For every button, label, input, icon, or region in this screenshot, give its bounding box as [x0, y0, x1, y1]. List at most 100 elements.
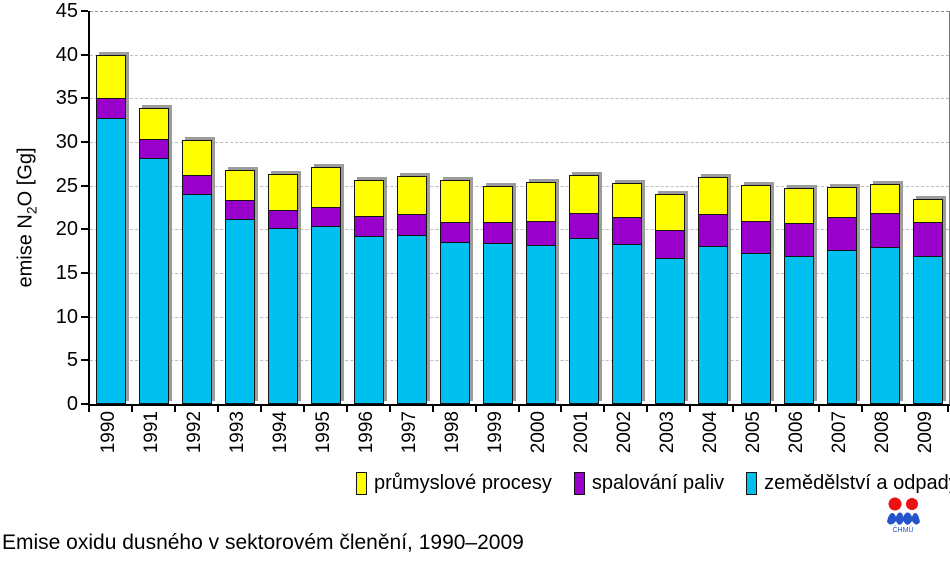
gridline-35 — [90, 98, 949, 99]
legend-swatch-1 — [356, 472, 367, 495]
bar-segment-1991-1 — [140, 158, 168, 403]
x-tick-19 — [904, 406, 906, 412]
gridline-40 — [90, 55, 949, 56]
bar-2007 — [827, 187, 857, 404]
y-tick-5 — [81, 359, 88, 361]
gridline-15 — [90, 273, 949, 274]
bar-segment-1990-1 — [97, 117, 125, 403]
bar-segment-1993-1 — [226, 219, 254, 403]
x-axis-label-1992: 1992 — [184, 411, 205, 454]
y-tick-label-0: 0 — [66, 393, 78, 415]
x-axis-label-1999: 1999 — [485, 411, 506, 454]
legend-label-2: spalování paliv — [591, 472, 725, 494]
y-tick-label-30: 30 — [55, 131, 78, 153]
legend: průmyslové procesy spalování paliv zeměděl… — [356, 472, 950, 495]
bar-2000 — [526, 182, 556, 404]
logo-red-dot-right — [906, 498, 918, 510]
x-tick-15 — [732, 406, 734, 412]
bar-2004 — [698, 177, 728, 404]
y-tick-0 — [81, 403, 88, 405]
gridline-10 — [90, 317, 949, 318]
chmu-logo: ČHMÚ — [887, 497, 920, 534]
y-tick-label-35: 35 — [55, 87, 78, 109]
x-axis-label-2005: 2005 — [743, 411, 764, 454]
x-tick-20 — [947, 406, 949, 412]
x-axis-label-1997: 1997 — [399, 411, 420, 454]
legend-item-2: spalování paliv — [573, 472, 725, 495]
bar-segment-1998-1 — [441, 242, 469, 403]
x-axis-label-2007: 2007 — [829, 411, 850, 454]
bar-segment-2001-1 — [570, 238, 598, 403]
x-tick-17 — [818, 406, 820, 412]
bar-2008 — [870, 184, 900, 404]
y-tick-label-40: 40 — [55, 44, 78, 66]
bar-segment-2007-1 — [828, 250, 856, 403]
x-axis-label-1996: 1996 — [356, 411, 377, 454]
bar-2001 — [569, 175, 599, 404]
legend-swatch-2 — [573, 472, 585, 495]
x-tick-16 — [775, 406, 777, 412]
bar-1992 — [182, 140, 212, 404]
legend-item-1: průmyslové procesy — [356, 472, 552, 495]
y-tick-20 — [81, 228, 88, 230]
bar-1991 — [139, 108, 169, 404]
y-axis-title-sub: 2 — [23, 206, 40, 215]
y-tick-40 — [81, 54, 88, 56]
x-tick-18 — [861, 406, 863, 412]
gridline-5 — [90, 360, 949, 361]
x-tick-4 — [260, 406, 262, 412]
y-axis-title-post: O [Gg] — [14, 147, 37, 207]
bar-segment-1999-1 — [484, 243, 512, 403]
bar-1995 — [311, 167, 341, 404]
chart-caption: Emise oxidu dusného v sektorovém členění… — [2, 531, 524, 554]
x-axis-label-1994: 1994 — [270, 411, 291, 454]
bar-segment-2006-1 — [785, 255, 813, 403]
y-tick-label-10: 10 — [55, 306, 78, 328]
x-tick-6 — [346, 406, 348, 412]
y-tick-15 — [81, 272, 88, 274]
x-tick-12 — [603, 406, 605, 412]
x-axis-label-1998: 1998 — [442, 411, 463, 454]
x-tick-9 — [475, 406, 477, 412]
legend-label-1: průmyslové procesy — [374, 472, 552, 494]
gridline-25 — [90, 186, 949, 187]
bar-1999 — [483, 186, 513, 404]
x-tick-14 — [689, 406, 691, 412]
bar-segment-1994-1 — [269, 227, 297, 403]
bar-segment-2005-1 — [742, 252, 770, 403]
y-tick-label-20: 20 — [55, 218, 78, 240]
legend-label-3: zemědělství a odpady — [764, 472, 950, 494]
y-tick-label-5: 5 — [66, 349, 78, 371]
x-tick-2 — [174, 406, 176, 412]
logo-red-dot-left — [888, 497, 902, 511]
bar-1998 — [440, 180, 470, 404]
gridline-45 — [90, 11, 949, 12]
gridline-30 — [90, 142, 949, 143]
x-tick-0 — [88, 406, 90, 412]
logo-wave — [887, 512, 920, 525]
y-tick-45 — [81, 10, 88, 12]
gridline-20 — [90, 229, 949, 230]
x-axis-label-2000: 2000 — [528, 411, 549, 454]
x-tick-7 — [389, 406, 391, 412]
x-axis-label-2009: 2009 — [915, 411, 936, 454]
x-tick-13 — [646, 406, 648, 412]
x-axis-label-1995: 1995 — [313, 411, 334, 454]
bar-2002 — [612, 183, 642, 404]
x-axis-label-2003: 2003 — [657, 411, 678, 454]
bar-segment-2003-1 — [656, 258, 684, 403]
bar-2006 — [784, 188, 814, 404]
bar-segment-1997-1 — [398, 235, 426, 403]
x-axis-label-1990: 1990 — [98, 411, 119, 454]
bar-segment-1992-1 — [183, 193, 211, 403]
bar-segment-2000-1 — [527, 244, 555, 403]
bar-1990 — [96, 55, 126, 404]
y-tick-30 — [81, 141, 88, 143]
bar-1994 — [268, 174, 298, 404]
x-tick-8 — [432, 406, 434, 412]
x-axis-label-2008: 2008 — [872, 411, 893, 454]
bar-segment-2009-1 — [914, 256, 942, 403]
bar-2009 — [913, 199, 943, 404]
bar-segment-1996-1 — [355, 236, 383, 403]
